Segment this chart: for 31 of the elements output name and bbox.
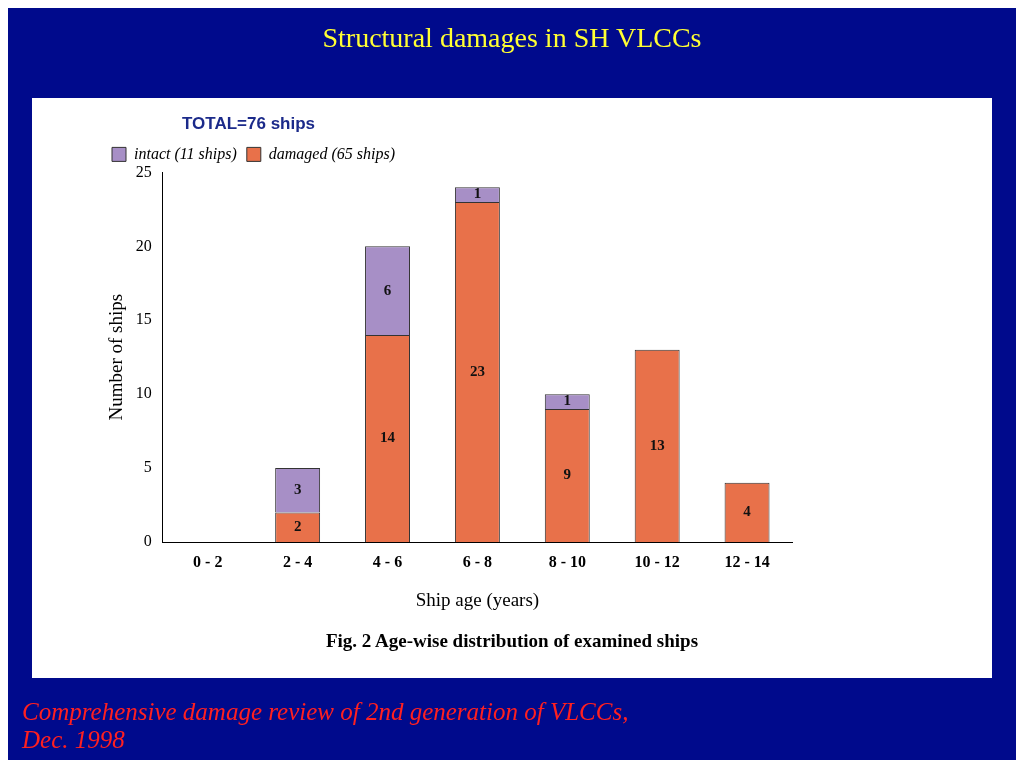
- y-tick-label: 20: [135, 236, 152, 254]
- x-axis-title: Ship age (years): [415, 588, 540, 611]
- y-tick-label: 0: [143, 532, 152, 550]
- data-label: 2: [293, 518, 302, 535]
- x-tick-label: 6 - 8: [462, 552, 493, 570]
- text: Comprehensive damage review of 2nd generation of VLCCs, Dec. 1998: [22, 698, 630, 754]
- y-tick-label: 15: [135, 310, 152, 328]
- y-tick-label: 10: [135, 384, 152, 402]
- data-label: 3: [293, 481, 302, 498]
- x-tick-label: 10 - 12: [634, 552, 680, 570]
- data-label: 9: [563, 466, 572, 483]
- caption: Fig. 2 Age-wise distribution of examined ships: [324, 630, 700, 652]
- x-tick-label: 0 - 2: [193, 552, 223, 570]
- legend-label: intact (11 ships): [134, 144, 237, 163]
- y-axis-title: Number of ships: [105, 293, 127, 421]
- data-label: 1: [473, 185, 482, 202]
- y-tick-label: 5: [143, 458, 152, 476]
- data-label: 23: [469, 362, 485, 379]
- chart-title: Structural damages in SH VLCCs: [321, 22, 703, 54]
- data-label: 6: [383, 281, 392, 298]
- x-tick-label: 8 - 10: [548, 552, 586, 570]
- data-label: 13: [649, 436, 665, 453]
- legend-label: damaged (65 ships): [268, 144, 396, 163]
- x-tick-label: 2 - 4: [282, 552, 313, 570]
- x-tick-label: 12 - 14: [724, 552, 770, 570]
- data-label: 14: [380, 429, 396, 446]
- data-label: 1: [563, 392, 572, 409]
- x-tick-label: 4 - 6: [372, 552, 403, 570]
- y-tick-label: 25: [135, 162, 152, 180]
- data-label: 4: [743, 503, 752, 520]
- legend-title: TOTAL=76 ships: [181, 114, 316, 134]
